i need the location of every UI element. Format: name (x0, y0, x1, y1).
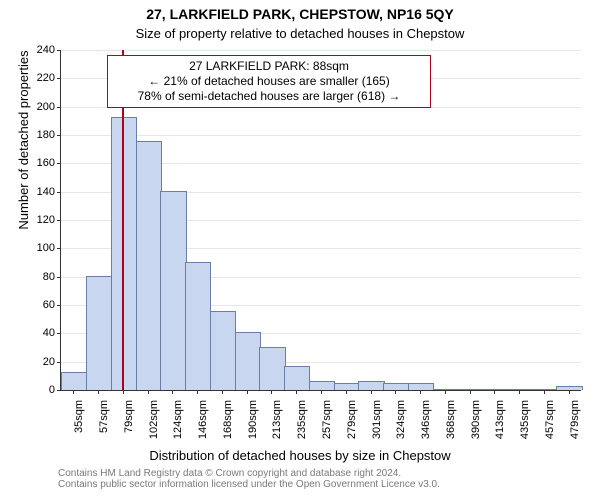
y-tick-label: 180 (37, 129, 61, 141)
x-tick-label: 235sqm (296, 396, 308, 439)
y-axis-label: Number of detached properties (16, 0, 31, 310)
y-tick-label: 100 (37, 242, 61, 254)
page-subtitle: Size of property relative to detached ho… (0, 26, 600, 41)
histogram-bar (86, 276, 112, 390)
annotation-box: 27 LARKFIELD PARK: 88sqm ← 21% of detach… (107, 55, 431, 108)
histogram-bar (111, 117, 137, 390)
x-tick-label: 368sqm (445, 396, 457, 439)
x-tick-label: 146sqm (197, 396, 209, 439)
histogram-bar (334, 383, 360, 390)
histogram-bar (235, 332, 261, 390)
histogram-bar (61, 372, 87, 390)
x-axis-label: Distribution of detached houses by size … (0, 448, 600, 463)
gridline (61, 50, 581, 51)
y-tick-label: 40 (43, 327, 61, 339)
y-tick-label: 80 (43, 271, 61, 283)
footer-attribution: Contains HM Land Registry data © Crown c… (58, 468, 440, 490)
x-tick-label: 346sqm (420, 396, 432, 439)
x-tick-label: 413sqm (494, 396, 506, 439)
y-tick-label: 160 (37, 157, 61, 169)
x-tick-label: 168sqm (222, 396, 234, 439)
histogram-bar (259, 347, 285, 391)
histogram-bar (284, 366, 310, 390)
x-tick-label: 79sqm (123, 396, 135, 433)
x-tick-label: 190sqm (247, 396, 259, 439)
histogram-bar (433, 389, 459, 390)
y-tick-label: 220 (37, 72, 61, 84)
x-tick-label: 257sqm (321, 396, 333, 439)
annotation-line-1: 27 LARKFIELD PARK: 88sqm (114, 59, 424, 74)
y-tick-label: 200 (37, 101, 61, 113)
x-tick-label: 324sqm (395, 396, 407, 439)
x-tick-label: 213sqm (271, 396, 283, 439)
x-tick-label: 435sqm (519, 396, 531, 439)
histogram-bar (358, 381, 384, 391)
x-tick-label: 457sqm (544, 396, 556, 439)
y-tick-label: 20 (43, 356, 61, 368)
histogram-bar (457, 389, 483, 390)
y-tick-label: 240 (37, 44, 61, 56)
histogram-bar (309, 381, 335, 391)
histogram-bar (136, 141, 162, 390)
histogram-bar (383, 383, 409, 390)
x-tick-label: 279sqm (346, 396, 358, 439)
histogram-bar (408, 383, 434, 390)
x-tick-label: 57sqm (98, 396, 110, 433)
gridline (61, 135, 581, 136)
x-tick-label: 102sqm (148, 396, 160, 439)
x-tick-label: 479sqm (569, 396, 581, 439)
histogram-bar (532, 389, 558, 390)
x-tick-label: 390sqm (470, 396, 482, 439)
x-tick-label: 35sqm (73, 396, 85, 433)
histogram-bar (185, 262, 211, 391)
y-tick-label: 0 (49, 384, 61, 396)
page-title: 27, LARKFIELD PARK, CHEPSTOW, NP16 5QY (0, 6, 600, 22)
histogram-bar (210, 311, 236, 390)
y-tick-label: 140 (37, 186, 61, 198)
x-tick-label: 301sqm (371, 396, 383, 439)
annotation-line-2: ← 21% of detached houses are smaller (16… (114, 74, 424, 89)
annotation-line-3: 78% of semi-detached houses are larger (… (114, 89, 424, 104)
histogram-bar (556, 386, 582, 390)
y-tick-label: 60 (43, 299, 61, 311)
histogram-bar (160, 191, 186, 390)
y-tick-label: 120 (37, 214, 61, 226)
x-tick-label: 124sqm (172, 396, 184, 439)
